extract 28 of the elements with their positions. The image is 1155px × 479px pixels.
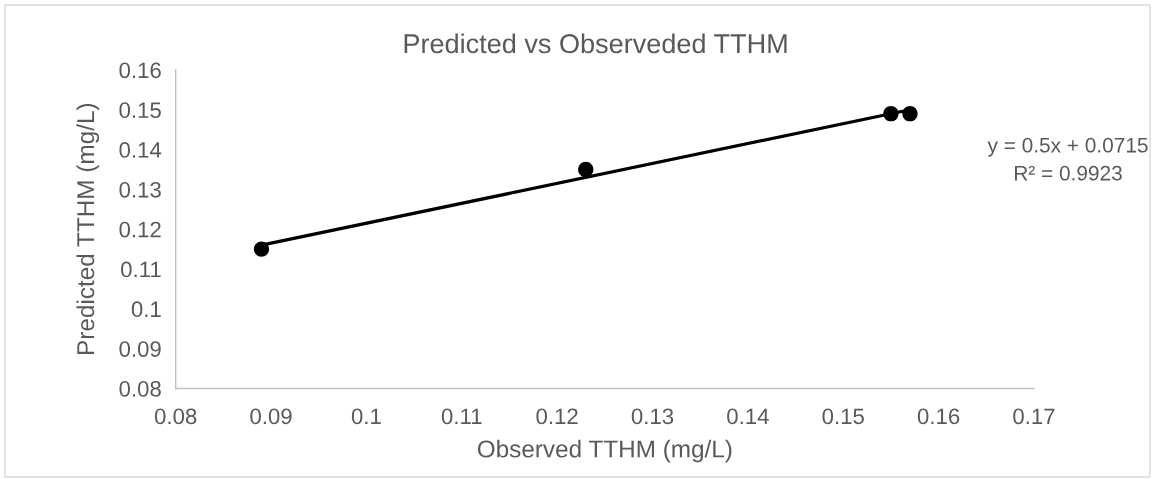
y-tick-label: 0.15 xyxy=(119,102,161,119)
annotation: R² = 0.9923 xyxy=(1014,165,1122,181)
x-tick-label: 0.11 xyxy=(441,408,482,425)
x-tick-label: 0.09 xyxy=(250,408,292,425)
x-tick-label: 0.15 xyxy=(822,408,864,425)
x-tick-label: 0.1 xyxy=(351,408,381,425)
point xyxy=(902,106,918,122)
point xyxy=(578,161,594,178)
point xyxy=(253,241,270,257)
x-tick-label: 0.13 xyxy=(631,408,674,425)
y-axis-title: Predicted TTHM (mg/L) xyxy=(76,103,100,354)
y-tick-label: 0.12 xyxy=(119,221,161,238)
y-tick-label: 0.14 xyxy=(119,142,162,158)
x-tick-label: 0.14 xyxy=(727,408,769,425)
point xyxy=(883,106,899,122)
x-tick-label: 0.16 xyxy=(917,408,960,425)
y-tick-label: 0.16 xyxy=(119,62,161,79)
x-axis-title: Observed TTHM (mg/L) xyxy=(477,439,732,463)
y-tick-label: 0.13 xyxy=(119,181,161,198)
chart-title: Predicted vs Observeded TTHM xyxy=(404,33,787,54)
x-tick-label: 0.08 xyxy=(154,408,197,425)
x-tick-label: 0.12 xyxy=(536,408,578,425)
y-tick-label: 0.1 xyxy=(131,301,161,318)
x-tick-label: 0.17 xyxy=(1013,408,1055,425)
y-tick-label: 0.09 xyxy=(119,341,161,357)
annotation: y = 0.5x + 0.0715 xyxy=(987,137,1148,157)
y-tick-label: 0.08 xyxy=(119,381,161,397)
y-tick-label: 0.11 xyxy=(121,261,161,278)
